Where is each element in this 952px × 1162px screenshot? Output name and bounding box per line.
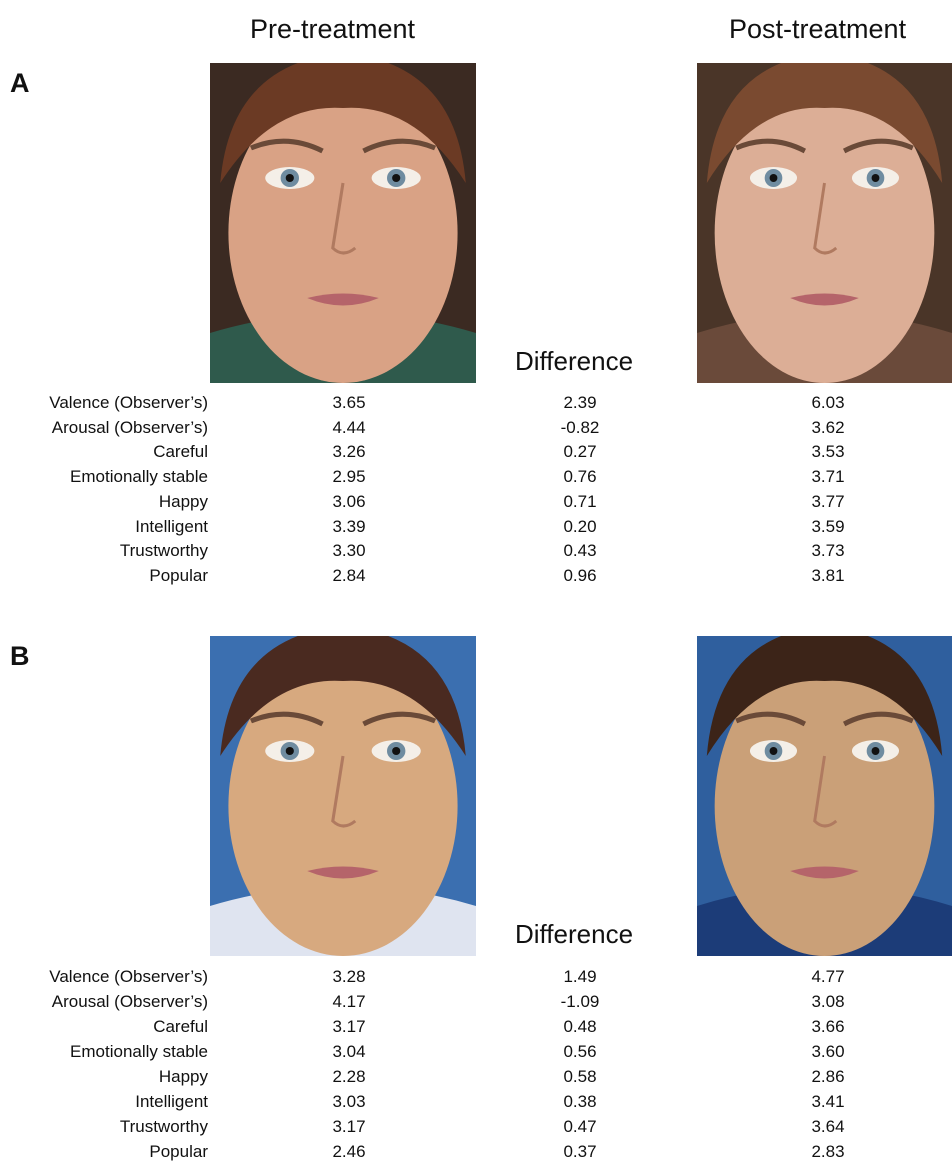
row-label: Trustworthy bbox=[120, 541, 208, 561]
difference-value: 1.49 bbox=[563, 967, 596, 987]
post-value: 3.81 bbox=[811, 566, 844, 586]
difference-value: 2.39 bbox=[563, 393, 596, 413]
row-label: Arousal (Observer’s) bbox=[52, 418, 208, 438]
post-value: 2.83 bbox=[811, 1142, 844, 1162]
pre-value: 2.95 bbox=[332, 467, 365, 487]
row-label: Trustworthy bbox=[120, 1117, 208, 1137]
row-label: Popular bbox=[149, 1142, 208, 1162]
pre-value: 4.17 bbox=[332, 992, 365, 1012]
difference-value: 0.38 bbox=[563, 1092, 596, 1112]
post-value: 3.59 bbox=[811, 517, 844, 537]
row-label: Popular bbox=[149, 566, 208, 586]
photo bbox=[210, 63, 476, 383]
difference-value: 0.37 bbox=[563, 1142, 596, 1162]
row-label: Arousal (Observer’s) bbox=[52, 992, 208, 1012]
row-label: Valence (Observer’s) bbox=[49, 967, 208, 987]
pre-value: 4.44 bbox=[332, 418, 365, 438]
row-label: Happy bbox=[159, 1067, 208, 1087]
post-value: 3.64 bbox=[811, 1117, 844, 1137]
row-label: Careful bbox=[153, 442, 208, 462]
difference-value: 0.76 bbox=[563, 467, 596, 487]
difference-header: Difference bbox=[515, 346, 633, 377]
difference-value: -1.09 bbox=[561, 992, 600, 1012]
pre-value: 3.30 bbox=[332, 541, 365, 561]
row-label: Emotionally stable bbox=[70, 1042, 208, 1062]
difference-value: 0.43 bbox=[563, 541, 596, 561]
post-value: 3.77 bbox=[811, 492, 844, 512]
difference-value: 0.27 bbox=[563, 442, 596, 462]
post-value: 3.71 bbox=[811, 467, 844, 487]
pre-value: 3.17 bbox=[332, 1017, 365, 1037]
difference-value: 0.71 bbox=[563, 492, 596, 512]
post-value: 3.66 bbox=[811, 1017, 844, 1037]
post-value: 3.53 bbox=[811, 442, 844, 462]
row-label: Intelligent bbox=[135, 1092, 208, 1112]
photo bbox=[210, 636, 476, 956]
post-value: 6.03 bbox=[811, 393, 844, 413]
difference-value: -0.82 bbox=[561, 418, 600, 438]
pre-value: 3.17 bbox=[332, 1117, 365, 1137]
pre-value: 3.28 bbox=[332, 967, 365, 987]
post-value: 3.73 bbox=[811, 541, 844, 561]
difference-value: 0.58 bbox=[563, 1067, 596, 1087]
pre-value: 2.46 bbox=[332, 1142, 365, 1162]
post-value: 3.08 bbox=[811, 992, 844, 1012]
difference-value: 0.47 bbox=[563, 1117, 596, 1137]
pre-value: 3.26 bbox=[332, 442, 365, 462]
pre-value: 3.04 bbox=[332, 1042, 365, 1062]
post-value: 2.86 bbox=[811, 1067, 844, 1087]
difference-header: Difference bbox=[515, 919, 633, 950]
row-label: Emotionally stable bbox=[70, 467, 208, 487]
difference-value: 0.48 bbox=[563, 1017, 596, 1037]
photo bbox=[697, 63, 952, 383]
row-label: Valence (Observer’s) bbox=[49, 393, 208, 413]
post-header: Post-treatment bbox=[729, 14, 906, 45]
post-value: 4.77 bbox=[811, 967, 844, 987]
post-value: 3.60 bbox=[811, 1042, 844, 1062]
pre-value: 3.03 bbox=[332, 1092, 365, 1112]
pre-value: 2.28 bbox=[332, 1067, 365, 1087]
row-label: Happy bbox=[159, 492, 208, 512]
pre-header: Pre-treatment bbox=[250, 14, 415, 45]
post-value: 3.41 bbox=[811, 1092, 844, 1112]
pre-value: 2.84 bbox=[332, 566, 365, 586]
row-label: Intelligent bbox=[135, 517, 208, 537]
pre-value: 3.06 bbox=[332, 492, 365, 512]
pre-value: 3.39 bbox=[332, 517, 365, 537]
pre-value: 3.65 bbox=[332, 393, 365, 413]
panel-label: A bbox=[10, 68, 30, 99]
row-label: Careful bbox=[153, 1017, 208, 1037]
photo bbox=[697, 636, 952, 956]
figure: Pre-treatment Post-treatment (() => { co… bbox=[0, 0, 952, 1161]
difference-value: 0.96 bbox=[563, 566, 596, 586]
difference-value: 0.56 bbox=[563, 1042, 596, 1062]
difference-value: 0.20 bbox=[563, 517, 596, 537]
post-value: 3.62 bbox=[811, 418, 844, 438]
panel-label: B bbox=[10, 641, 30, 672]
